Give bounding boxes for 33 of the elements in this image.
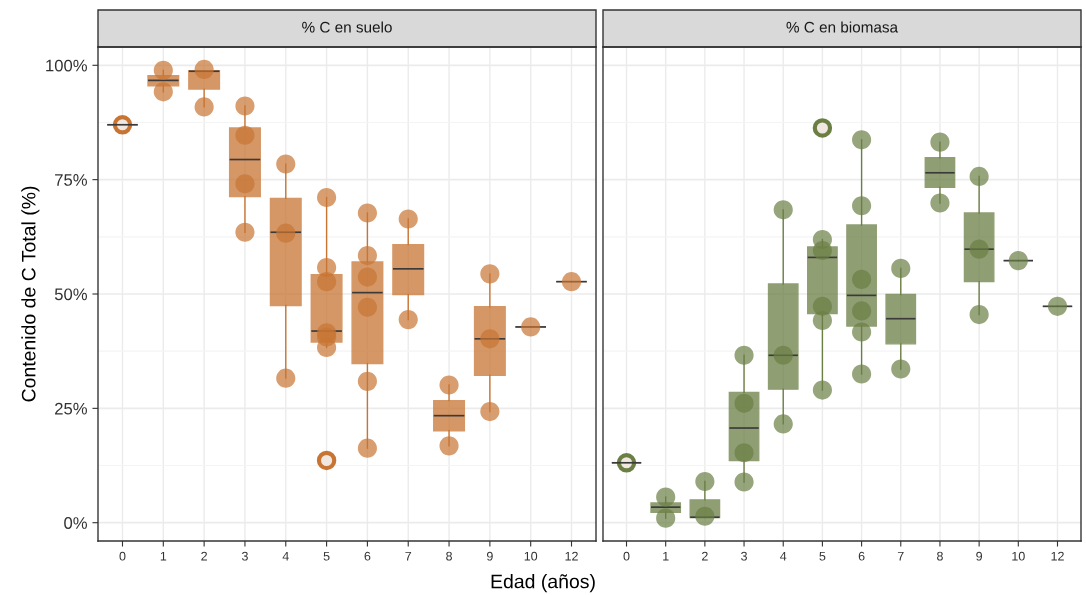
x-tick-label: 8 bbox=[937, 551, 943, 561]
y-tick-label: 50% bbox=[54, 288, 87, 301]
x-tick-label: 9 bbox=[976, 551, 983, 561]
x-tick-label: 7 bbox=[897, 551, 904, 561]
x-tick-label: 1 bbox=[160, 551, 167, 561]
x-tick-label: 12 bbox=[1051, 551, 1064, 561]
x-tick-label: 6 bbox=[364, 551, 371, 561]
x-tick-label: 1 bbox=[663, 551, 669, 561]
y-tick-label: 100% bbox=[46, 59, 87, 72]
y-axis-title: Contenido de C Total (%) bbox=[21, 186, 40, 402]
x-tick-label: 6 bbox=[858, 551, 865, 561]
x-tick-label: 12 bbox=[565, 551, 578, 561]
x-tick-label: 10 bbox=[524, 551, 538, 561]
x-tick-label: 0 bbox=[623, 551, 630, 561]
x-tick-label: 9 bbox=[486, 551, 493, 561]
y-tick-label: 25% bbox=[55, 402, 87, 415]
x-tick-label: 10 bbox=[1012, 551, 1025, 561]
x-tick-label: 5 bbox=[323, 551, 330, 561]
x-tick-label: 0 bbox=[119, 551, 126, 561]
y-tick-label: 0% bbox=[64, 517, 87, 529]
x-tick-label: 2 bbox=[201, 551, 207, 561]
x-tick-label: 2 bbox=[702, 551, 708, 561]
x-tick-label: 7 bbox=[405, 551, 412, 561]
y-tick-label: 75% bbox=[55, 174, 87, 186]
x-tick-label: 4 bbox=[780, 551, 787, 561]
x-axis-title: Edad (años) bbox=[491, 574, 595, 593]
x-tick-label: 5 bbox=[819, 551, 826, 561]
x-tick-label: 3 bbox=[241, 551, 248, 561]
x-tick-label: 8 bbox=[446, 551, 452, 561]
x-tick-label: 4 bbox=[282, 551, 289, 561]
x-tick-label: 3 bbox=[741, 551, 747, 561]
chart-title: % C en suelo bbox=[302, 21, 392, 33]
chart-title: % C en biomasa bbox=[786, 21, 899, 33]
